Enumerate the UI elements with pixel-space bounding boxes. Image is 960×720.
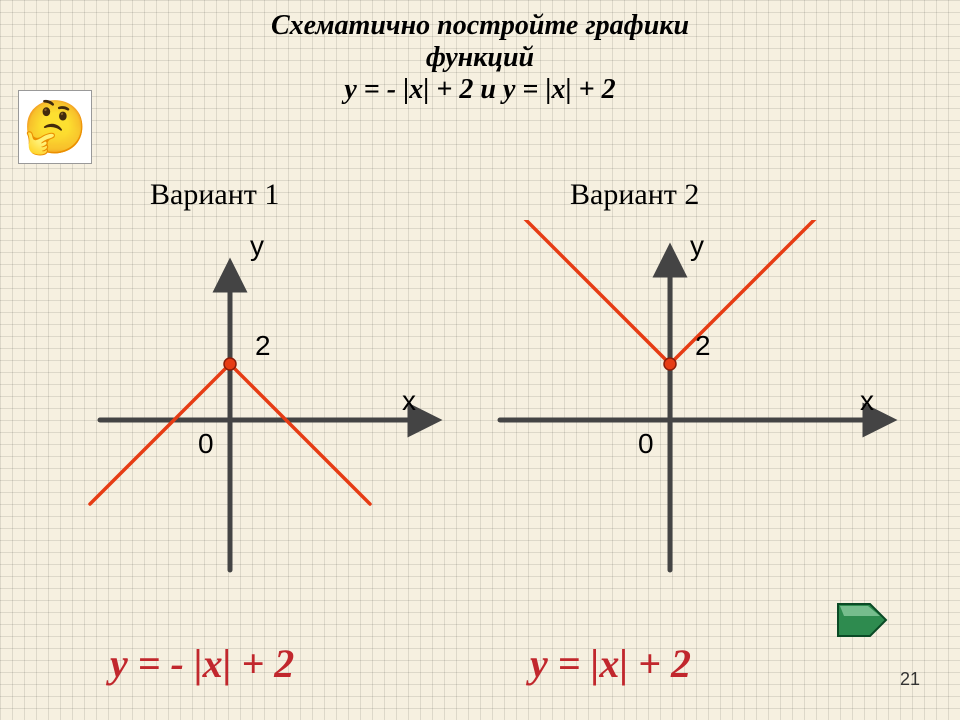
x-axis-label: x bbox=[860, 385, 874, 417]
answer-2: y = |x| + 2 bbox=[530, 640, 691, 687]
chart-variant-1: y x 2 0 bbox=[40, 220, 460, 580]
page-number: 21 bbox=[900, 669, 920, 690]
chart-variant-2: y x 2 0 bbox=[480, 220, 900, 580]
next-slide-button[interactable] bbox=[834, 600, 890, 640]
answer-1: y = - |x| + 2 bbox=[110, 640, 294, 687]
emoji-glyph: 🤔 bbox=[23, 97, 88, 158]
title-line2: функций bbox=[426, 42, 534, 73]
title-line1: Схематично постройте графики bbox=[271, 10, 689, 41]
title-eq: y = - |x| + 2 и y = |x| + 2 bbox=[344, 74, 615, 105]
y-axis-label: y bbox=[690, 230, 704, 262]
thinking-emoji-icon: 🤔 bbox=[18, 90, 92, 164]
origin-label: 0 bbox=[198, 428, 214, 460]
origin-label: 0 bbox=[638, 428, 654, 460]
x-axis-label: x bbox=[402, 385, 416, 417]
arrow-right-icon bbox=[834, 600, 890, 640]
graph-right-branch bbox=[230, 364, 370, 504]
variant-2-label: Вариант 2 bbox=[570, 178, 699, 212]
vertex-point bbox=[664, 358, 676, 370]
graph-left-branch bbox=[502, 220, 670, 364]
slide-title: Схематично постройте графики функций y =… bbox=[0, 10, 960, 107]
vertex-point bbox=[224, 358, 236, 370]
chart-2-svg bbox=[480, 220, 900, 580]
chart-1-svg bbox=[40, 220, 460, 580]
variant-1-label: Вариант 1 bbox=[150, 178, 279, 212]
vertex-value-label: 2 bbox=[695, 330, 711, 362]
slide: { "title_line1": "Схематично постройте г… bbox=[0, 0, 960, 720]
y-axis-label: y bbox=[250, 230, 264, 262]
vertex-value-label: 2 bbox=[255, 330, 271, 362]
